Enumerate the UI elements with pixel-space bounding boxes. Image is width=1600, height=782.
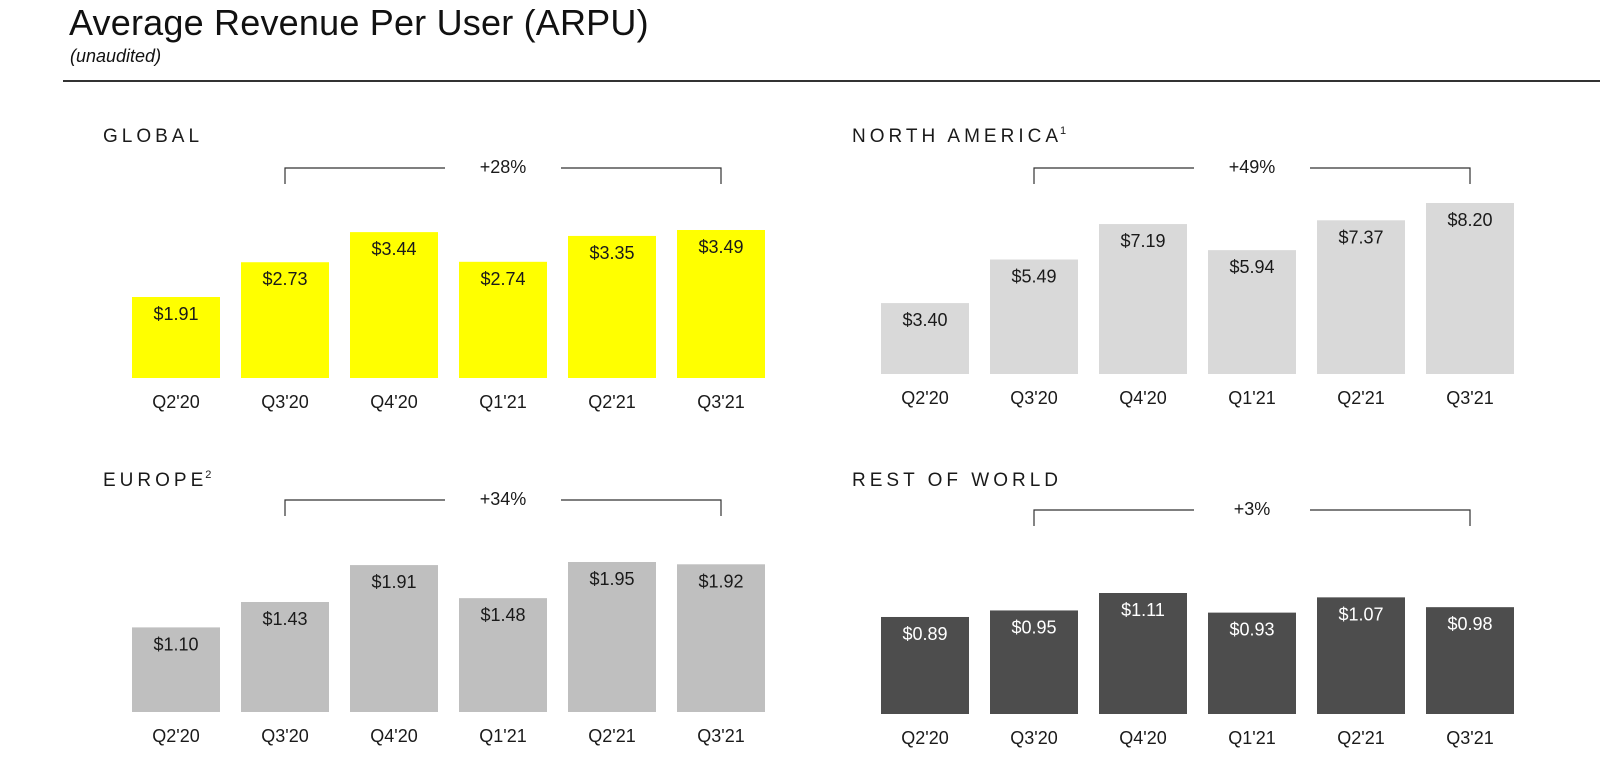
value-label-rest-of-world-0: $0.89 — [902, 624, 947, 644]
value-label-global-1: $2.73 — [262, 269, 307, 289]
x-tick-europe-1: Q3'20 — [261, 726, 308, 746]
value-label-global-2: $3.44 — [371, 239, 416, 259]
europe-growth-label: +34% — [480, 489, 527, 509]
value-label-europe-4: $1.95 — [589, 569, 634, 589]
north-america-footnote-marker: 1 — [1060, 125, 1066, 137]
north-america-growth-bracket-left — [1033, 167, 1194, 184]
x-tick-europe-3: Q1'21 — [479, 726, 526, 746]
bar-global-2 — [350, 232, 438, 378]
value-label-north-america-0: $3.40 — [902, 310, 947, 330]
chart-global: GLOBAL $1.91 Q2'20 $2.73 Q3'20 $3.44 Q4'20 $2.7… — [103, 126, 765, 412]
x-tick-rest-of-world-4: Q2'21 — [1337, 728, 1384, 748]
bar-global-3 — [459, 261, 547, 378]
north-america-growth-bracket-right — [1310, 167, 1471, 184]
bar-north-america-2 — [1099, 224, 1187, 374]
bar-europe-1 — [241, 602, 329, 712]
x-tick-north-america-1: Q3'20 — [1010, 388, 1057, 408]
chart-north-america: NORTH AMERICA1 $3.40 Q2'20 $5.49 Q3'20 $7.19 Q… — [852, 125, 1514, 408]
bar-global-4 — [568, 235, 656, 378]
x-tick-north-america-4: Q2'21 — [1337, 388, 1384, 408]
bar-europe-5 — [677, 564, 765, 712]
x-tick-rest-of-world-2: Q4'20 — [1119, 728, 1166, 748]
bar-rest-of-world-2 — [1099, 593, 1187, 714]
value-label-global-4: $3.35 — [589, 243, 634, 263]
value-label-global-0: $1.91 — [153, 304, 198, 324]
value-label-europe-0: $1.10 — [153, 634, 198, 654]
x-tick-rest-of-world-0: Q2'20 — [901, 728, 948, 748]
x-tick-rest-of-world-3: Q1'21 — [1228, 728, 1275, 748]
bar-europe-0 — [132, 627, 220, 712]
x-tick-global-0: Q2'20 — [152, 392, 199, 412]
header-divider — [63, 80, 1600, 82]
bar-rest-of-world-5 — [1426, 607, 1514, 714]
page-subtitle: (unaudited) — [70, 46, 162, 66]
north-america-panel-title: NORTH AMERICA1 — [852, 125, 1066, 147]
europe-growth-bracket-left — [284, 499, 445, 516]
x-tick-north-america-0: Q2'20 — [901, 388, 948, 408]
europe-panel-title: EUROPE2 — [103, 469, 211, 491]
rest-of-world-growth-bracket-left — [1033, 509, 1194, 526]
bar-north-america-0 — [881, 303, 969, 374]
x-tick-north-america-3: Q1'21 — [1228, 388, 1275, 408]
rest-of-world-panel-title: REST OF WORLD — [852, 470, 1062, 491]
value-label-global-5: $3.49 — [698, 237, 743, 257]
bar-europe-2 — [350, 565, 438, 712]
value-label-rest-of-world-1: $0.95 — [1011, 617, 1056, 637]
bar-global-5 — [677, 230, 765, 378]
x-tick-north-america-5: Q3'21 — [1446, 388, 1493, 408]
bar-rest-of-world-1 — [990, 610, 1078, 714]
x-tick-europe-2: Q4'20 — [370, 726, 417, 746]
value-label-rest-of-world-3: $0.93 — [1229, 620, 1274, 640]
bar-global-0 — [132, 297, 220, 378]
x-tick-global-2: Q4'20 — [370, 392, 417, 412]
value-label-north-america-3: $5.94 — [1229, 257, 1274, 277]
bar-north-america-4 — [1317, 220, 1405, 374]
value-label-rest-of-world-5: $0.98 — [1447, 614, 1492, 634]
bar-north-america-3 — [1208, 250, 1296, 374]
value-label-north-america-5: $8.20 — [1447, 210, 1492, 230]
bar-europe-3 — [459, 598, 547, 712]
x-tick-global-5: Q3'21 — [697, 392, 744, 412]
value-label-north-america-2: $7.19 — [1120, 231, 1165, 251]
bar-rest-of-world-0 — [881, 616, 969, 714]
europe-footnote-marker: 2 — [205, 469, 211, 481]
value-label-global-3: $2.74 — [480, 269, 525, 289]
value-label-rest-of-world-4: $1.07 — [1338, 604, 1383, 624]
bar-north-america-1 — [990, 259, 1078, 374]
chart-rest-of-world: REST OF WORLD $0.89 Q2'20 $0.95 Q3'20 $1.11 Q4… — [852, 470, 1514, 748]
bar-rest-of-world-3 — [1208, 612, 1296, 714]
bar-north-america-5 — [1426, 203, 1514, 374]
bar-global-1 — [241, 262, 329, 378]
page-title: Average Revenue Per User (ARPU) — [69, 2, 649, 43]
global-growth-bracket-right — [561, 167, 722, 184]
bar-rest-of-world-4 — [1317, 597, 1405, 714]
value-label-europe-2: $1.91 — [371, 572, 416, 592]
x-tick-europe-5: Q3'21 — [697, 726, 744, 746]
value-label-north-america-4: $7.37 — [1338, 227, 1383, 247]
x-tick-global-4: Q2'21 — [588, 392, 635, 412]
chart-europe: EUROPE2 $1.10 Q2'20 $1.43 Q3'20 $1.91 Q4'20 $1.… — [103, 469, 765, 746]
global-growth-bracket-left — [284, 167, 445, 184]
value-label-europe-5: $1.92 — [698, 571, 743, 591]
rest-of-world-growth-label: +3% — [1234, 499, 1271, 519]
bar-europe-4 — [568, 562, 656, 712]
value-label-rest-of-world-2: $1.11 — [1121, 600, 1165, 620]
x-tick-north-america-2: Q4'20 — [1119, 388, 1166, 408]
x-tick-europe-0: Q2'20 — [152, 726, 199, 746]
europe-growth-bracket-right — [561, 499, 722, 516]
value-label-europe-3: $1.48 — [480, 605, 525, 625]
x-tick-europe-4: Q2'21 — [588, 726, 635, 746]
global-panel-title: GLOBAL — [103, 126, 203, 147]
global-growth-label: +28% — [480, 157, 527, 177]
north-america-growth-label: +49% — [1229, 157, 1276, 177]
value-label-europe-1: $1.43 — [262, 609, 307, 629]
x-tick-global-1: Q3'20 — [261, 392, 308, 412]
x-tick-rest-of-world-1: Q3'20 — [1010, 728, 1057, 748]
rest-of-world-growth-bracket-right — [1310, 509, 1471, 526]
x-tick-rest-of-world-5: Q3'21 — [1446, 728, 1493, 748]
x-tick-global-3: Q1'21 — [479, 392, 526, 412]
value-label-north-america-1: $5.49 — [1011, 267, 1056, 287]
